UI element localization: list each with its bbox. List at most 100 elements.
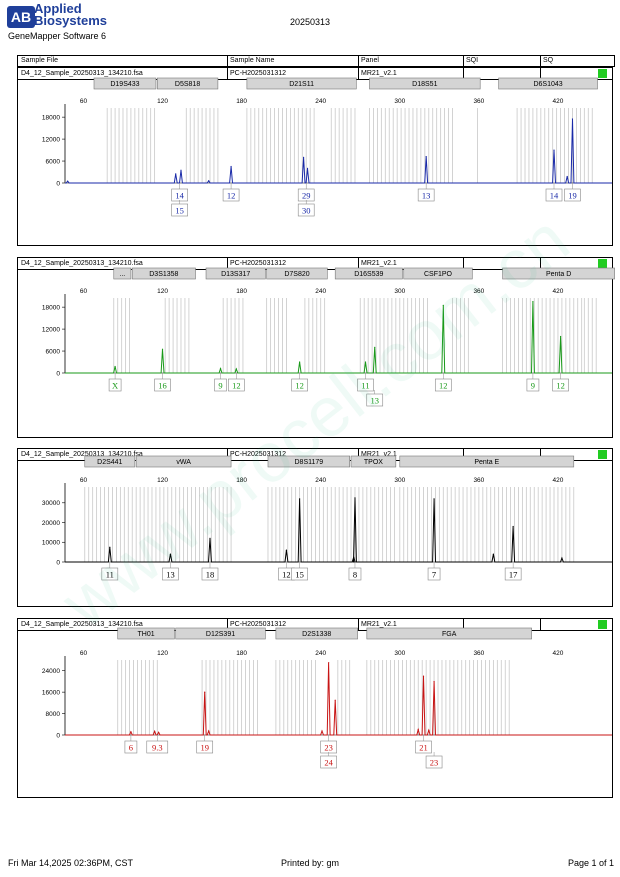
marker-label: D18S51 [412,81,437,88]
panel-name: MR21_v2.1 [361,70,397,77]
allele-box [228,378,245,392]
allele-call-label: 11 [361,381,369,391]
x-tick-label: 300 [394,650,405,657]
peak-apex [67,180,69,182]
peak-apex [157,731,160,733]
brand-line2: Biosystems [34,13,107,28]
col-divider [227,68,228,79]
allele-call-label: 12 [227,191,236,201]
peak-apex [219,368,222,370]
allele-call-label: 14 [550,191,559,201]
y-tick-label: 6000 [46,158,61,165]
marker-box [135,455,232,468]
x-tick-label: 120 [157,98,168,105]
allele-box [366,393,384,407]
peak-apex [512,525,514,528]
marker-box [84,455,136,468]
allele-call-label: 14 [175,191,184,201]
dye-panel-green: D4_12_Sample_20250313_134210.fsa PC-H202… [17,257,615,438]
y-tick-label: 0 [56,559,60,566]
peak-apex [208,730,210,732]
allele-call-label: 15 [175,206,184,216]
col-divider [227,449,228,460]
marker-label: D21S11 [289,81,314,88]
allele-box [427,567,441,581]
x-tick-label: 60 [80,288,88,295]
peak-apex [114,365,116,368]
peak-apex [209,537,211,539]
footer-page: Page 1 of 1 [567,858,614,868]
sample-file: D4_12_Sample_20250313_134210.fsa [21,260,143,267]
allele-box [171,203,188,217]
x-tick-label: 60 [80,98,88,105]
allele-box [415,740,432,754]
allele-call-label: 9.3 [152,743,163,753]
peak-apex [364,361,367,363]
peak-apex [561,557,563,559]
marker-box [502,267,615,280]
col-divider [227,56,228,66]
y-tick-label: 0 [56,180,60,187]
x-tick-label: 60 [80,650,88,657]
peak-apex [169,553,172,555]
col-divider [463,449,464,460]
allele-box [101,567,119,581]
allele-call-label: 16 [158,381,167,391]
col-divider [540,258,541,269]
marker-label: FGA [442,631,457,638]
peak-apex [299,361,301,363]
dye-panel-blue: D4_12_Sample_20250313_134210.fsa PC-H202… [17,67,613,246]
allele-box [124,740,138,754]
col-divider [358,56,359,66]
peak-apex [130,731,132,733]
peak-apex [230,165,232,168]
dye-panel-black: D4_12_Sample_20250313_134210.fsa PC-H202… [17,448,613,607]
marker-box [93,77,157,90]
electropherogram-plot: 60 120 180 240 300 360 420 0 8000 16000 24000 TH01 D… [42,627,612,769]
marker-label: D3S1358 [149,271,178,278]
sample-name: PC-H2025031312 [230,621,287,628]
peak-apex [492,553,494,555]
col-divider [358,449,359,460]
marker-box [275,627,358,640]
electropherogram-plot: 60 120 180 240 300 360 420 0 6000 12000 18000... D3… [42,267,615,407]
allele-box [297,203,315,217]
peak-apex [161,348,164,350]
x-tick-label: 180 [236,650,247,657]
allele-box [564,188,581,202]
allele-call-label: 12 [439,381,448,391]
allele-call-label: 17 [509,570,518,580]
allele-box [552,378,569,392]
x-tick-label: 360 [473,477,484,484]
peak-apex [433,498,435,500]
allele-box [504,567,522,581]
marker-box [246,77,357,90]
allele-box [417,188,435,202]
allele-call-label: 12 [232,381,241,391]
allele-box [291,378,308,392]
allele-call-label: 8 [353,570,357,580]
electropherogram-plot: 60 120 180 240 300 360 420 0 10000 20000 30000 D2S4… [42,455,612,581]
sq-status-indicator [598,620,607,629]
marker-box [334,267,403,280]
allele-box [425,755,443,769]
report-date: 20250313 [290,17,331,27]
marker-box [403,267,473,280]
logo-letters: AB [11,9,31,25]
allele-call-label: 9 [531,381,535,391]
col-divider [540,68,541,79]
allele-box [526,378,540,392]
peak-apex [566,175,568,178]
peak-apex [553,149,555,151]
allele-call-label: 7 [432,570,436,580]
allele-box [108,378,122,392]
peak-apex [433,680,435,683]
allele-call-label: 18 [206,570,215,580]
panel-name: MR21_v2.1 [361,260,397,267]
peak-apex [425,156,427,158]
allele-call-label: 12 [556,381,565,391]
sq-status-indicator [598,259,607,268]
footer-printed-by: Printed by: gm [281,858,340,868]
sample-file: D4_12_Sample_20250313_134210.fsa [21,70,143,77]
col-sample-file: Sample File [21,57,58,64]
